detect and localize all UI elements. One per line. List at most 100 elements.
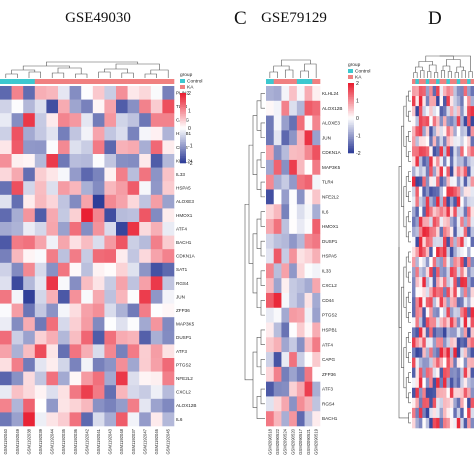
- heatmap-cell: [0, 262, 12, 277]
- heatmap-cell: [456, 407, 461, 419]
- legend-entry: Control: [187, 79, 202, 85]
- heatmap-cell: [281, 130, 290, 146]
- heatmap-cell: [281, 263, 290, 279]
- heatmap-cell: [34, 303, 47, 318]
- heatmap-cell: [0, 385, 12, 400]
- heatmap-cell: [412, 206, 416, 218]
- color-scale-segment: [180, 147, 186, 150]
- heatmap-cell: [281, 174, 290, 190]
- heatmap-cell: [412, 86, 416, 97]
- heatmap-cell: [467, 337, 471, 348]
- group-cell: [460, 79, 464, 84]
- heatmap-cell: [81, 113, 94, 128]
- legend-entry: KA: [355, 75, 362, 81]
- row-label: HMOX1: [176, 213, 193, 218]
- heatmap-cell: [449, 96, 454, 107]
- heatmap-cell: [463, 417, 468, 429]
- row-label: CDKN1A: [176, 254, 196, 259]
- heatmap-cell: [425, 317, 430, 328]
- color-scale-segment: [348, 116, 354, 119]
- row-label: DUSP1: [322, 239, 338, 244]
- heatmap-cell: [425, 166, 430, 177]
- heatmap-cell: [23, 167, 36, 182]
- color-scale-segment: [348, 121, 354, 124]
- column-label: GSM1192049: [15, 428, 20, 454]
- heatmap-cell: [415, 267, 420, 278]
- heatmap-cell: [456, 166, 461, 177]
- heatmap-cell: [432, 297, 437, 308]
- heatmap-cell: [81, 140, 94, 155]
- heatmap-cell: [34, 154, 47, 168]
- heatmap-cell: [11, 398, 24, 413]
- heatmap-cell: [0, 276, 12, 291]
- heatmap-cell: [266, 292, 275, 309]
- heatmap-cell: [422, 307, 427, 318]
- heatmap-cell: [436, 297, 440, 308]
- row-label: NFE2L2: [176, 376, 193, 381]
- heatmap-cell: [456, 287, 461, 298]
- heatmap-cell: [418, 136, 423, 147]
- heatmap-cell: [460, 397, 464, 409]
- color-scale-segment: [348, 114, 354, 117]
- heatmap-cell: [425, 156, 430, 167]
- color-scale-tick: -2: [356, 151, 361, 157]
- heatmap-cell: [449, 156, 454, 167]
- heatmap-cell: [432, 307, 437, 318]
- heatmap-cell: [69, 113, 82, 128]
- heatmap-cell: [439, 146, 444, 157]
- heatmap-cell: [266, 337, 275, 353]
- heatmap-cell: [127, 412, 140, 427]
- heatmap-cell: [46, 235, 59, 250]
- heatmap-cell: [449, 176, 454, 187]
- row-label: ALOX12B: [322, 106, 342, 111]
- heatmap-cell: [425, 236, 430, 248]
- heatmap-cell: [418, 226, 423, 238]
- heatmap-cell: [422, 327, 427, 338]
- heatmap-cell: [470, 126, 474, 137]
- heatmap-cell: [312, 278, 321, 294]
- heatmap-cell: [456, 397, 461, 409]
- heatmap-cell: [463, 267, 468, 278]
- heatmap-cell: [412, 186, 416, 197]
- heatmap-cell: [296, 159, 305, 175]
- heatmap-cell: [456, 347, 461, 358]
- heatmap-cell: [69, 222, 82, 236]
- heatmap-cell: [0, 126, 12, 141]
- color-scale-segment: [348, 112, 354, 115]
- heatmap-cell: [460, 327, 464, 338]
- heatmap-cell: [422, 126, 427, 137]
- heatmap-cell: [281, 292, 290, 309]
- heatmap-cell: [273, 307, 282, 323]
- heatmap-cell: [418, 327, 423, 338]
- heatmap-cell: [460, 267, 464, 278]
- heatmap-cell: [127, 276, 140, 291]
- heatmap-cell: [429, 287, 433, 298]
- row-label: KLHL24: [322, 91, 339, 96]
- heatmap-cell: [92, 317, 105, 332]
- heatmap-cell: [415, 357, 420, 368]
- heatmap-cell: [460, 176, 464, 187]
- color-scale-tick: 1: [188, 108, 191, 114]
- heatmap-cell: [104, 344, 117, 359]
- heatmap-cell: [453, 387, 458, 399]
- heatmap-cell: [460, 146, 464, 157]
- heatmap-cell: [415, 277, 420, 288]
- heatmap-cell: [425, 126, 430, 137]
- heatmap-cell: [449, 216, 454, 228]
- group-cell: [429, 79, 433, 84]
- heatmap-cell: [69, 154, 82, 168]
- heatmap-cell: [127, 290, 140, 304]
- heatmap-cell: [418, 106, 423, 117]
- heatmap-cell: [273, 189, 282, 205]
- heatmap-cell: [127, 330, 140, 345]
- heatmap-cell: [127, 222, 140, 236]
- heatmap-cell: [446, 216, 451, 228]
- heatmap-cell: [81, 371, 94, 386]
- color-scale-segment: [180, 96, 186, 99]
- heatmap-cell: [449, 347, 454, 358]
- heatmap-cell: [443, 417, 447, 429]
- group-cell: [446, 79, 451, 84]
- heatmap-cell: [92, 208, 105, 223]
- heatmap-cell: [432, 397, 437, 409]
- heatmap-cell: [412, 387, 416, 399]
